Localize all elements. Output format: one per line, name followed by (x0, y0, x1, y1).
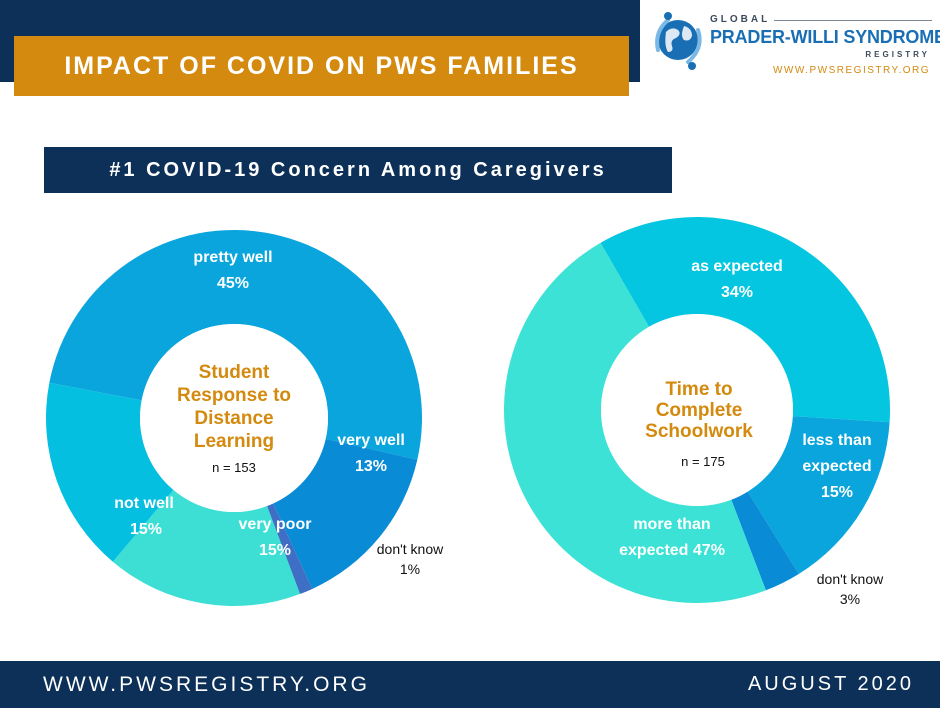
donut-hole (140, 324, 328, 512)
footer-date: AUGUST 2020 (747, 673, 914, 695)
slice-value-very-poor: 15% (259, 542, 291, 559)
logo-global: GLOBAL (710, 14, 771, 25)
chart-center-title: Schoolwork (645, 421, 753, 442)
page-title: IMPACT OF COVID ON PWS FAMILIES (64, 51, 579, 80)
chart-center-title: Response to (177, 385, 291, 406)
logo-registry: REGISTRY (865, 50, 930, 59)
slice-label-as-expected: as expected (691, 258, 783, 275)
footer-url[interactable]: WWW.PWSREGISTRY.ORG (43, 673, 370, 696)
slice-label-not-well: not well (114, 495, 174, 512)
footer-bar: WWW.PWSREGISTRY.ORG AUGUST 2020 (0, 661, 940, 708)
slice-label-don-t-know: don't know (817, 571, 884, 587)
title-banner: IMPACT OF COVID ON PWS FAMILIES (14, 36, 629, 96)
slice-label-less-than-expected: expected (802, 458, 871, 475)
slice-label-less-than-expected: less than (802, 432, 871, 449)
chart-center-title: Complete (656, 400, 743, 421)
slice-pretty-well[interactable] (49, 230, 422, 460)
slice-not-well[interactable] (45, 382, 174, 562)
slice-label-very-well: very well (337, 432, 405, 449)
logo-divider (774, 20, 932, 21)
subtitle-banner: #1 COVID-19 Concern Among Caregivers (44, 147, 672, 193)
subtitle: #1 COVID-19 Concern Among Caregivers (109, 158, 607, 181)
donut-hole (601, 314, 793, 506)
chart-center-title: Student (199, 362, 270, 383)
registry-logo[interactable]: GLOBAL PRADER-WILLI SYNDROME REGISTRY WW… (644, 0, 940, 82)
globe-icon (655, 12, 702, 70)
slice-value-pretty-well: 45% (217, 275, 249, 292)
slice-very-well[interactable] (273, 438, 418, 589)
slice-label-very-poor: very poor (239, 516, 312, 533)
slice-value-don-t-know: 3% (840, 591, 860, 607)
slice-value-less-than-expected: 15% (821, 484, 853, 501)
slice-don-t-know[interactable] (731, 491, 799, 591)
slice-less-than-expected[interactable] (747, 416, 890, 574)
slice-as-expected[interactable] (600, 217, 891, 423)
chart-center-title: Time to (665, 379, 732, 400)
chart-sample-size: n = 153 (212, 460, 256, 475)
slice-label-more-than-expected: expected 47% (619, 542, 725, 559)
chart-sample-size: n = 175 (681, 454, 725, 469)
slice-label-pretty-well: pretty well (193, 249, 272, 266)
slice-value-don-t-know: 1% (400, 561, 420, 577)
slice-very-poor[interactable] (112, 489, 300, 606)
chart-center-title: Distance (194, 408, 273, 429)
slice-label-don-t-know: don't know (377, 541, 444, 557)
chart-center-title: Learning (194, 431, 274, 452)
slice-value-very-well: 13% (355, 458, 387, 475)
slice-value-as-expected: 34% (721, 284, 753, 301)
slice-more-than-expected[interactable] (504, 242, 766, 603)
slice-don-t-know[interactable] (266, 503, 313, 595)
logo-name: PRADER-WILLI SYNDROME (710, 27, 940, 47)
logo-url: WWW.PWSREGISTRY.ORG (772, 65, 930, 76)
slice-value-not-well: 15% (130, 521, 162, 538)
slice-label-more-than-expected: more than (633, 516, 710, 533)
